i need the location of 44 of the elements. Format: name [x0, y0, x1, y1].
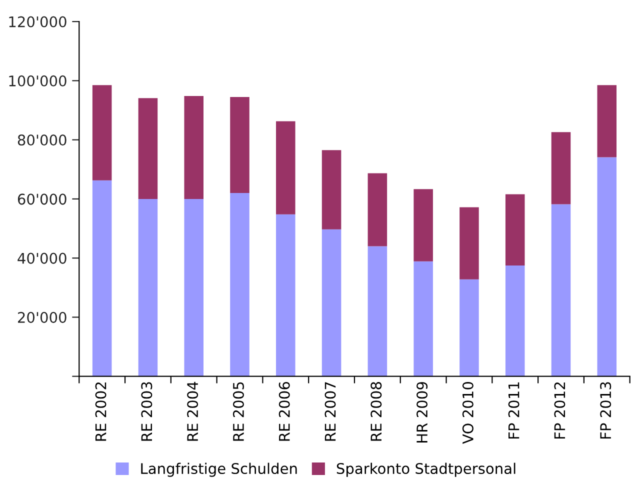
- bar: [597, 85, 617, 158]
- bar: [184, 198, 204, 376]
- y-tick-label: 80'000: [18, 134, 66, 146]
- bar: [460, 279, 479, 376]
- x-tick-label: HR 2009: [416, 382, 428, 442]
- bar: [460, 207, 479, 280]
- y-tick-label: 120'000: [9, 16, 66, 28]
- bar: [276, 214, 296, 376]
- bar: [368, 173, 388, 246]
- bar: [551, 204, 571, 376]
- x-tick-label: RE 2007: [324, 382, 336, 441]
- bar: [138, 98, 158, 199]
- bar: [230, 96, 250, 194]
- bar: [230, 193, 250, 376]
- legend-label: Langfristige Schulden: [141, 462, 297, 477]
- x-tick-label: RE 2003: [141, 382, 152, 441]
- bar: [414, 261, 433, 376]
- x-tick-label: FP 2013: [600, 382, 612, 439]
- bar: [322, 150, 342, 230]
- bar: [92, 85, 112, 180]
- x-tick-label: VO 2010: [462, 382, 474, 444]
- x-tick-label: RE 2004: [187, 382, 198, 441]
- bar: [368, 246, 388, 376]
- bar: [551, 132, 571, 204]
- bar: [597, 157, 617, 376]
- x-tick-label: RE 2005: [232, 382, 244, 441]
- x-tick-label: RE 2002: [95, 382, 106, 441]
- bar: [138, 198, 158, 376]
- bar: [184, 96, 204, 199]
- legend-label: Sparkonto Stadtpersonal: [336, 462, 516, 477]
- x-tick-label: RE 2006: [278, 382, 290, 441]
- y-tick-label: 40'000: [18, 252, 66, 264]
- x-tick-label: RE 2008: [370, 382, 382, 441]
- bar: [505, 194, 525, 266]
- bar: [505, 265, 525, 376]
- y-tick-label: 20'000: [18, 312, 66, 323]
- y-tick-label: 60'000: [18, 194, 66, 205]
- bar: [92, 180, 112, 376]
- bar: [322, 229, 342, 376]
- y-tick-label: 100'000: [9, 75, 66, 86]
- bar: [276, 121, 296, 214]
- x-tick-label: FP 2011: [508, 382, 520, 439]
- x-tick-label: FP 2012: [554, 382, 566, 439]
- bar: [414, 189, 433, 262]
